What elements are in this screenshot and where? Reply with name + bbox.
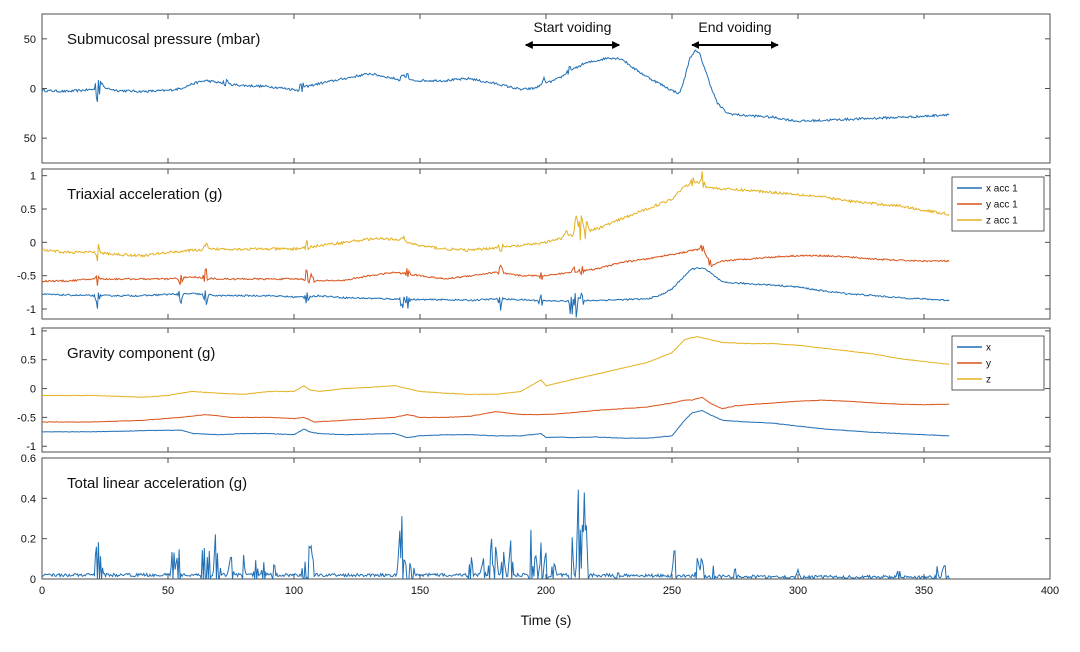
annotation-label: Start voiding xyxy=(534,19,612,35)
y-tick-label: 50 xyxy=(24,133,36,145)
legend-entry: x xyxy=(986,343,991,354)
panel-3-title: Gravity component (g) xyxy=(67,345,215,362)
panel-1-axes-box xyxy=(41,13,1051,164)
x-tick-label: 200 xyxy=(537,585,555,597)
series-line-x xyxy=(42,409,950,439)
y-tick-label: 0.4 xyxy=(21,493,36,505)
y-tick-label: 0 xyxy=(30,237,36,249)
x-tick-label: 0 xyxy=(39,585,45,597)
panel-2-title: Triaxial acceleration (g) xyxy=(67,186,222,203)
panel-3-axes-box xyxy=(41,327,1051,453)
y-tick-label: 0 xyxy=(30,384,36,396)
series-line-z-acc-1 xyxy=(42,171,950,262)
panel-4: 0.6 0.4 0.2 00 50 100 150 200 250 300 350 400 Time (… xyxy=(21,453,1059,628)
x-tick-label: 250 xyxy=(663,585,681,597)
y-tick-label: 0.5 xyxy=(21,204,36,216)
y-tick-label: 50 xyxy=(24,34,36,46)
y-tick-label: 0.2 xyxy=(21,534,36,546)
x-tick-label: 150 xyxy=(411,585,429,597)
y-tick-label: 1 xyxy=(30,326,36,338)
series-line-signal xyxy=(42,489,950,579)
x-tick-label: 350 xyxy=(915,585,933,597)
series-line-z xyxy=(42,336,950,398)
y-tick-label: -0.5 xyxy=(17,271,36,283)
x-tick-label: 400 xyxy=(1041,585,1059,597)
y-tick-label: -1 xyxy=(26,304,36,316)
y-tick-label: -1 xyxy=(26,441,36,453)
y-tick-label: 1 xyxy=(30,171,36,183)
x-tick-label: 50 xyxy=(162,585,174,597)
series-line-signal xyxy=(42,49,950,123)
series-line-y xyxy=(42,396,950,423)
y-tick-label: 0.6 xyxy=(21,453,36,465)
panel-2: 1 0.5 0 -0.5 -1 Triaxial acceleration (g) x ac… xyxy=(17,168,1051,320)
legend-entry: y xyxy=(986,359,991,370)
y-tick-label: -0.5 xyxy=(17,412,36,424)
panel-4-title: Total linear acceleration (g) xyxy=(67,475,247,492)
annotation-label: End voiding xyxy=(698,19,771,35)
x-tick-label: 100 xyxy=(285,585,303,597)
y-tick-label: 0.5 xyxy=(21,355,36,367)
y-tick-label: 0 xyxy=(30,574,36,586)
y-tick-label: 0 xyxy=(30,84,36,96)
x-axis-label: Time (s) xyxy=(521,612,572,628)
panel-1-title: Submucosal pressure (mbar) xyxy=(67,31,260,48)
legend-entry: x acc 1 xyxy=(986,184,1018,195)
series-line-x-acc-1 xyxy=(42,267,950,318)
panel-1: 50 0 50 Submucosal pressure (mbar) Start voi… xyxy=(24,13,1051,164)
legend-entry: y acc 1 xyxy=(986,200,1018,211)
panel-2-legend: x acc 1 y acc 1 z acc 1 xyxy=(951,176,1045,232)
panel-3-legend: xyz xyxy=(951,335,1045,391)
series-line-y-acc-1 xyxy=(42,244,950,286)
legend-entry: z xyxy=(986,375,991,386)
x-tick-label: 300 xyxy=(789,585,807,597)
legend-entry: z acc 1 xyxy=(986,216,1018,227)
panel-3: 1 0.5 0 -0.5 -1 Gravity component (g) xyz xyxy=(17,326,1051,453)
